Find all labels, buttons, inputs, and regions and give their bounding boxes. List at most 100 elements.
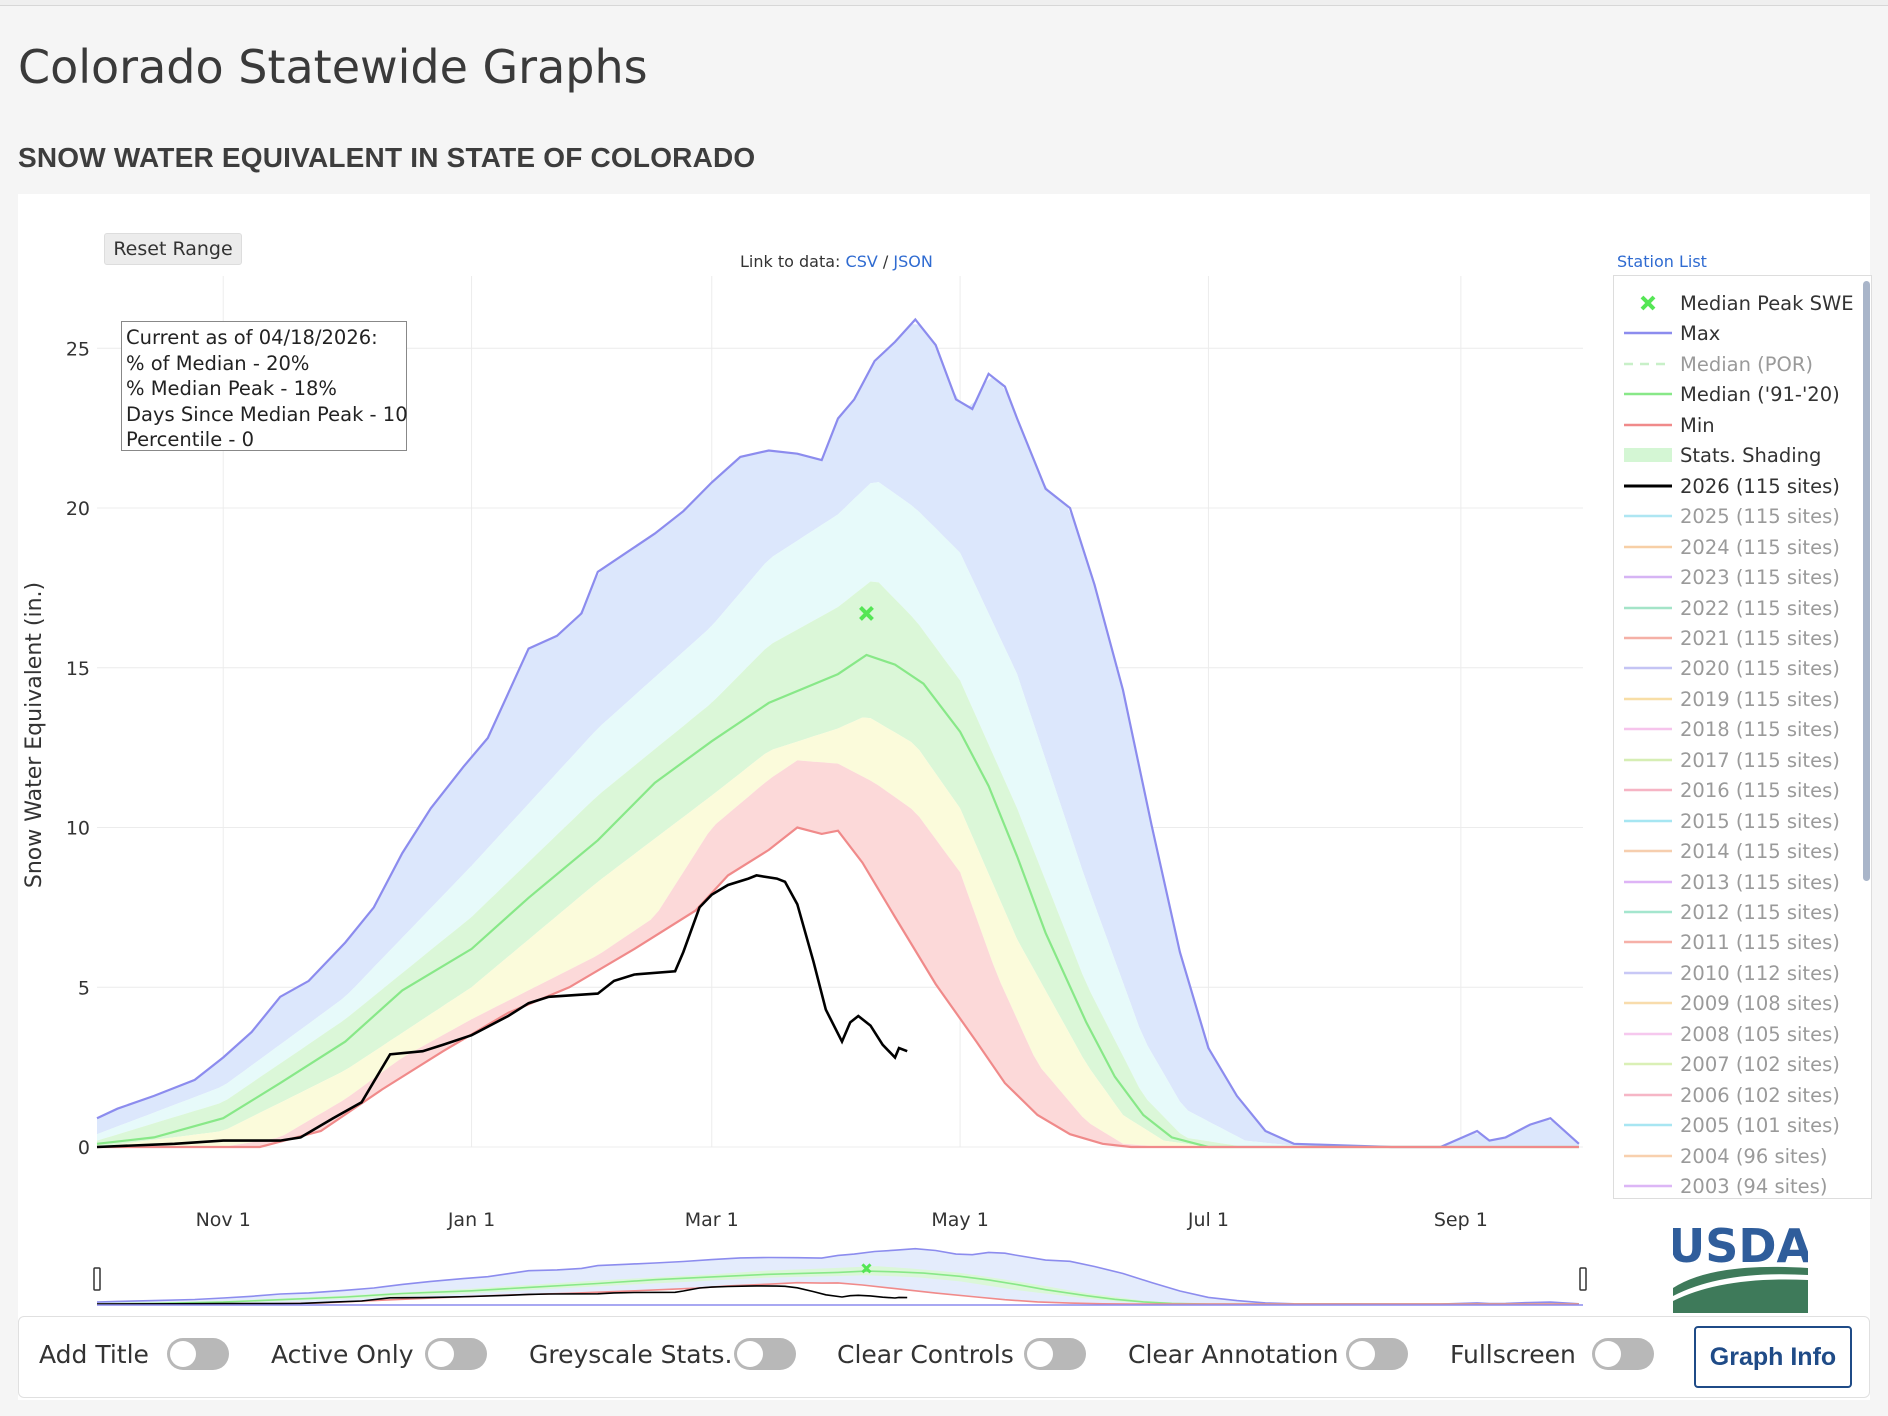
legend-item[interactable]: 2012 (115 sites) (1614, 897, 1864, 927)
legend-swatch (1624, 941, 1672, 944)
legend-swatch (1624, 758, 1672, 761)
legend-marker-icon (1640, 295, 1656, 311)
active-only-label: Active Only (271, 1340, 414, 1369)
reset-range-button[interactable]: Reset Range (104, 233, 242, 265)
legend-swatch (1624, 606, 1672, 609)
legend-scrollbar[interactable] (1863, 281, 1870, 881)
page-title: Colorado Statewide Graphs (18, 40, 648, 94)
legend-label: 2011 (115 sites) (1680, 931, 1840, 955)
legend-label: 2008 (105 sites) (1680, 1022, 1840, 1046)
controls-bar (18, 1316, 1870, 1398)
legend-label: 2019 (115 sites) (1680, 687, 1840, 711)
station-list-link[interactable]: Station List (1617, 252, 1707, 271)
legend-item[interactable]: 2011 (115 sites) (1614, 927, 1864, 957)
legend-label: 2005 (101 sites) (1680, 1114, 1840, 1138)
legend-item[interactable]: Min (1614, 410, 1864, 440)
legend-label: 2020 (115 sites) (1680, 657, 1840, 681)
legend-item[interactable]: 2005 (101 sites) (1614, 1110, 1864, 1140)
csv-link[interactable]: CSV (845, 252, 878, 271)
legend-item[interactable]: 2018 (115 sites) (1614, 714, 1864, 744)
legend-swatch (1624, 1032, 1672, 1036)
legend-item[interactable]: 2017 (115 sites) (1614, 745, 1864, 775)
current-status-box: Current as of 04/18/2026: % of Median - … (121, 321, 408, 451)
legend-swatch (1624, 332, 1672, 335)
legend-item[interactable]: 2007 (102 sites) (1614, 1049, 1864, 1079)
fullscreen-toggle[interactable] (1592, 1338, 1654, 1370)
legend-swatch (1624, 849, 1672, 853)
legend-label: Min (1680, 413, 1715, 437)
info-line-days-since-peak: Days Since Median Peak - 10 (126, 402, 408, 426)
legend-label: Median ('91-'20) (1680, 383, 1840, 407)
data-link-label: Link to data: (740, 252, 841, 271)
legend-swatch (1624, 971, 1672, 975)
legend-item[interactable]: Median ('91-'20) (1614, 379, 1864, 409)
legend-label: 2025 (115 sites) (1680, 505, 1840, 529)
legend-label: 2014 (115 sites) (1680, 840, 1840, 864)
greyscale-stats-toggle[interactable] (734, 1338, 796, 1370)
legend-item[interactable]: Median (POR) (1614, 349, 1864, 379)
legend-label: 2023 (115 sites) (1680, 566, 1840, 590)
legend-item[interactable]: 2008 (105 sites) (1614, 1019, 1864, 1049)
legend-swatch (1624, 1184, 1672, 1188)
legend-item[interactable]: Median Peak SWE (1614, 288, 1864, 318)
json-link[interactable]: JSON (893, 252, 933, 271)
legend-item[interactable]: 2026 (115 sites) (1614, 471, 1864, 501)
legend-item[interactable]: 2022 (115 sites) (1614, 593, 1864, 623)
legend-item[interactable]: 2006 (102 sites) (1614, 1080, 1864, 1110)
legend-swatch (1624, 1002, 1672, 1005)
data-link: Link to data: CSV / JSON (740, 252, 933, 271)
legend-item[interactable]: Max (1614, 318, 1864, 348)
legend-swatch (1624, 514, 1672, 518)
legend-item[interactable]: Stats. Shading (1614, 440, 1864, 470)
legend-swatch (1624, 575, 1672, 579)
info-line-pct-median: % of Median - 20% (126, 351, 310, 375)
legend-item[interactable]: 2024 (115 sites) (1614, 532, 1864, 562)
legend-swatch (1624, 1154, 1672, 1157)
legend-swatch (1624, 1123, 1672, 1127)
legend-swatch (1624, 910, 1672, 914)
legend-item[interactable]: 2004 (96 sites) (1614, 1141, 1864, 1171)
legend-swatch (1624, 788, 1672, 792)
legend-item[interactable]: 2013 (115 sites) (1614, 867, 1864, 897)
legend-label: 2009 (108 sites) (1680, 992, 1840, 1016)
legend-swatch (1624, 393, 1672, 396)
top-border (0, 0, 1888, 6)
legend-item[interactable]: 2016 (115 sites) (1614, 775, 1864, 805)
legend-item[interactable]: 2014 (115 sites) (1614, 836, 1864, 866)
legend-label: 2026 (115 sites) (1680, 474, 1840, 498)
chart-legend: Median Peak SWE Max Median (POR) Median ('9… (1613, 275, 1872, 1199)
legend-label: Median (POR) (1680, 352, 1813, 376)
legend-label: 2015 (115 sites) (1680, 809, 1840, 833)
legend-label: 2006 (102 sites) (1680, 1083, 1840, 1107)
legend-item[interactable]: 2003 (94 sites) (1614, 1171, 1864, 1198)
legend-item[interactable]: 2009 (108 sites) (1614, 988, 1864, 1018)
usda-logo-stripe-1 (1673, 1266, 1808, 1296)
legend-label: 2007 (102 sites) (1680, 1053, 1840, 1077)
clear-annotation-toggle[interactable] (1346, 1338, 1408, 1370)
legend-item[interactable]: 2025 (115 sites) (1614, 501, 1864, 531)
legend-swatch (1624, 484, 1672, 488)
add-title-toggle[interactable] (167, 1338, 229, 1370)
fullscreen-label: Fullscreen (1450, 1340, 1576, 1369)
legend-item[interactable]: 2010 (112 sites) (1614, 958, 1864, 988)
clear-controls-label: Clear Controls (837, 1340, 1014, 1369)
usda-logo-text: USDA (1673, 1219, 1808, 1273)
legend-item[interactable]: 2020 (115 sites) (1614, 653, 1864, 683)
graph-info-button[interactable]: Graph Info (1694, 1326, 1852, 1388)
data-link-separator: / (882, 252, 889, 271)
active-only-toggle[interactable] (425, 1338, 487, 1370)
greyscale-stats-label: Greyscale Stats. (529, 1340, 733, 1369)
info-line-percentile: Percentile - 0 (126, 428, 255, 451)
legend-swatch (1624, 819, 1672, 822)
legend-swatch (1624, 423, 1672, 427)
info-line-pct-median-peak: % Median Peak - 18% (126, 377, 337, 400)
legend-item[interactable]: 2023 (115 sites) (1614, 562, 1864, 592)
legend-item[interactable]: 2019 (115 sites) (1614, 684, 1864, 714)
usda-logo: USDA (1673, 1219, 1808, 1313)
clear-controls-toggle[interactable] (1024, 1338, 1086, 1370)
legend-swatch (1624, 728, 1672, 731)
legend-item[interactable]: 2021 (115 sites) (1614, 623, 1864, 653)
section-title: SNOW WATER EQUIVALENT IN STATE OF COLORA… (18, 142, 756, 173)
legend-label: 2018 (115 sites) (1680, 718, 1840, 742)
legend-item[interactable]: 2015 (115 sites) (1614, 806, 1864, 836)
